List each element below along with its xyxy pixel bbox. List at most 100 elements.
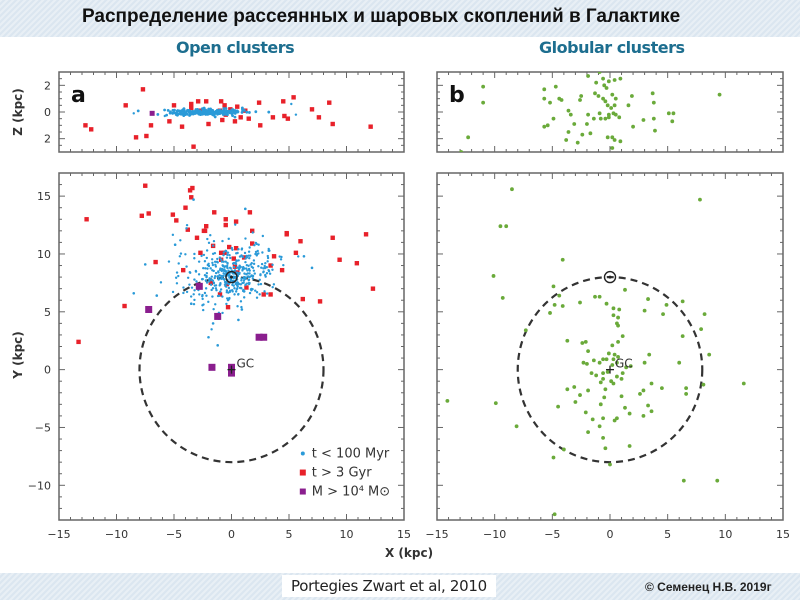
young-cluster-point: [271, 285, 274, 289]
young-cluster-point: [242, 279, 246, 282]
globular-cluster-point: [602, 395, 607, 400]
young-cluster-point-z: [198, 111, 202, 115]
young-cluster-point: [189, 302, 193, 306]
old-cluster-point: [198, 250, 203, 256]
young-cluster-point: [208, 280, 211, 283]
young-cluster-point: [238, 272, 241, 276]
young-cluster-point: [232, 284, 235, 287]
panel-globular-clusters: −15 −10 −5 0 5 10 15 b GC: [425, 71, 790, 541]
old-cluster-point-z: [179, 124, 185, 129]
panel-open-clusters: −15 −10 −5 0 5 10 15 15 10 5 0 −5 −10 2 0 2 a GC t < 100 M…: [28, 71, 411, 541]
young-cluster-point: [214, 263, 217, 266]
young-cluster-point-z: [182, 111, 186, 115]
young-cluster-point: [207, 335, 210, 339]
young-cluster-point: [252, 262, 256, 266]
globular-cluster-point: [741, 381, 746, 386]
young-cluster-point: [211, 295, 214, 298]
young-cluster-point: [194, 269, 198, 273]
young-cluster-point: [222, 260, 225, 263]
globular-cluster-point-z: [566, 130, 571, 134]
old-cluster-point: [189, 195, 194, 200]
young-cluster-point: [250, 289, 253, 292]
young-cluster-point: [177, 262, 180, 265]
young-cluster-point: [248, 246, 251, 249]
young-cluster-point: [252, 259, 256, 262]
slide-title: Распределение рассеянных и шаровых скопл…: [82, 6, 681, 27]
young-cluster-point: [245, 282, 248, 285]
young-cluster-point-z: [225, 109, 229, 113]
young-cluster-point-z: [207, 107, 211, 111]
young-cluster-point: [224, 260, 227, 263]
young-cluster-point: [237, 259, 240, 262]
old-cluster-point: [233, 245, 239, 251]
old-cluster-point-z: [123, 103, 128, 108]
old-cluster-point-z: [285, 116, 291, 121]
young-cluster-point: [235, 284, 239, 287]
young-cluster-point: [211, 322, 215, 325]
young-cluster-point: [175, 271, 179, 274]
globular-cluster-point: [601, 357, 605, 362]
young-cluster-point: [223, 265, 227, 268]
old-cluster-point: [183, 205, 188, 210]
globular-cluster-point: [552, 512, 557, 517]
young-cluster-point: [209, 267, 212, 270]
young-cluster-point: [205, 256, 208, 260]
old-cluster-point: [268, 263, 273, 268]
old-cluster-point: [284, 230, 289, 236]
globular-cluster-point: [616, 339, 620, 344]
globular-cluster-point: [556, 404, 560, 409]
young-cluster-point: [206, 237, 209, 241]
old-cluster-point: [250, 241, 255, 246]
old-cluster-point-z: [327, 100, 332, 105]
young-cluster-point: [227, 269, 230, 272]
globular-cluster-point: [680, 299, 685, 304]
globular-cluster-point-z: [605, 135, 610, 140]
young-cluster-point: [244, 257, 247, 260]
copyright: © Семенец Н.В. 2019г: [645, 580, 772, 594]
old-cluster-point-z: [148, 123, 154, 128]
old-cluster-point: [298, 239, 303, 244]
young-cluster-point: [218, 256, 221, 259]
globular-cluster-point-z: [630, 94, 634, 98]
young-cluster-point: [216, 294, 220, 298]
globular-cluster-point: [616, 355, 620, 359]
y-tick-label: −5: [35, 421, 51, 434]
young-cluster-point: [250, 265, 253, 269]
globular-cluster-point: [523, 328, 528, 333]
globular-cluster-point: [623, 287, 627, 292]
young-cluster-point: [222, 251, 226, 254]
young-cluster-point: [210, 258, 214, 261]
old-cluster-point-z: [144, 133, 149, 139]
young-cluster-point-z: [171, 108, 175, 112]
x-tick-label: 5: [286, 528, 293, 541]
globular-cluster-point: [604, 357, 609, 362]
globular-cluster-point: [649, 381, 654, 386]
old-cluster-point: [153, 259, 158, 265]
young-cluster-point: [174, 276, 178, 279]
old-cluster-point: [146, 211, 151, 216]
young-cluster-point: [242, 296, 246, 299]
old-cluster-point: [204, 224, 209, 229]
young-cluster-point: [243, 251, 247, 255]
young-cluster-point: [185, 223, 189, 227]
young-cluster-point: [185, 290, 189, 294]
young-cluster-point: [222, 272, 225, 275]
globular-cluster-point: [578, 300, 582, 305]
sun-icon: [225, 270, 238, 284]
young-cluster-point: [193, 278, 196, 281]
young-cluster-point: [266, 256, 270, 260]
globular-cluster-point: [702, 312, 707, 317]
globular-cluster-point-z: [601, 96, 605, 101]
globular-cluster-point: [611, 313, 616, 318]
globular-cluster-point: [590, 417, 595, 422]
young-cluster-point: [268, 272, 272, 275]
globular-cluster-point: [620, 371, 625, 376]
young-cluster-point-z: [166, 109, 170, 112]
source-credit: Portegies Zwart et al, 2010: [282, 575, 496, 597]
young-cluster-point: [267, 247, 270, 251]
young-cluster-point: [203, 259, 207, 263]
young-cluster-point-z: [233, 115, 237, 119]
young-cluster-point: [184, 253, 187, 256]
globular-cluster-point: [565, 387, 570, 392]
globular-cluster-point: [715, 478, 720, 483]
